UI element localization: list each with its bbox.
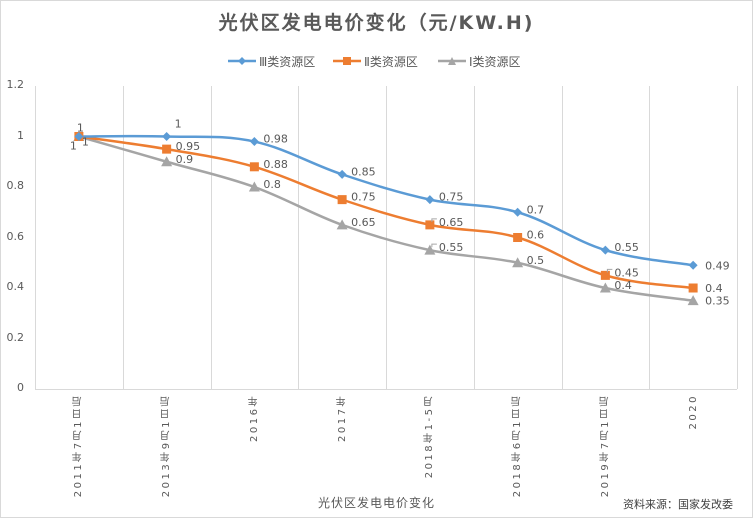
legend-label: Ⅰ类资源区 [469,54,521,69]
data-point [249,137,259,147]
y-tick-label: 1.2 [6,78,25,91]
data-point [600,270,610,280]
data-point [162,144,172,154]
data-point [248,181,260,192]
data-label: 0.88 [263,158,288,171]
data-label: 1 [70,140,77,153]
series-line [78,135,694,290]
data-label: 1 [82,136,89,149]
source-note: 资料来源：国家发改委 [623,498,733,511]
legend-item-series-2[interactable]: Ⅱ类资源区 [333,52,418,70]
data-point [687,295,699,306]
data-label: 0.49 [705,259,730,272]
data-label: 0.45 [614,266,639,279]
data-point [600,245,610,255]
diamond-marker-icon [228,57,256,65]
data-label: 0.4 [614,279,632,292]
data-point [425,195,435,205]
square-marker-icon [333,57,361,65]
data-point [161,156,173,167]
data-point [512,257,524,268]
legend-label: Ⅱ类资源区 [364,54,418,69]
data-label: 0.5 [527,254,545,267]
data-point [337,195,347,205]
y-tick-label: 0.2 [6,330,25,344]
data-label: 0.98 [263,133,288,146]
leader-line [431,243,437,248]
data-label: 0.55 [614,241,639,254]
y-tick-label: 0.6 [6,229,25,243]
data-point [513,207,523,217]
data-label: 0.7 [527,203,545,216]
chart-title: 光伏区发电电价变化（元/KW.H) [218,12,535,34]
y-tick-label: 0.4 [6,280,25,293]
data-label: 0.8 [263,178,281,191]
legend-item-series-3[interactable]: Ⅲ类资源区 [228,52,315,70]
triangle-marker-icon [438,57,466,65]
series-line [78,134,694,267]
data-point [424,244,436,255]
data-point [336,219,348,230]
data-label: 0.9 [176,153,194,166]
leader-line [606,268,613,273]
legend-item-series-1[interactable]: Ⅰ类资源区 [438,52,521,70]
y-tick-label: 0.8 [6,179,25,192]
x-axis-title: 光伏区发电电价变化 [317,496,435,510]
data-point [513,233,523,242]
data-label: 0.4 [705,282,723,295]
legend-label: Ⅲ类资源区 [259,54,316,69]
data-label: 0.95 [176,140,201,153]
data-label: 0.75 [351,191,376,204]
series-line [78,135,694,302]
data-point [688,260,698,270]
data-point [599,282,611,293]
data-point [249,162,259,172]
y-tick-label: 0 [17,381,24,394]
data-label: 0.65 [439,216,464,229]
data-label: 0.35 [705,295,730,308]
data-point [688,283,698,293]
data-point [337,169,347,179]
data-label: 1 [77,122,84,135]
data-label: 0.65 [351,216,376,229]
data-point [74,132,84,141]
data-point [162,132,172,141]
data-label: 1 [175,118,182,131]
data-point [425,220,435,230]
data-label: 0.85 [351,165,376,178]
data-label: 0.6 [527,229,545,242]
data-label: 0.75 [439,191,464,204]
y-tick-label: 1 [17,128,24,142]
data-label: 0.55 [439,241,464,254]
leader-line [431,218,437,222]
